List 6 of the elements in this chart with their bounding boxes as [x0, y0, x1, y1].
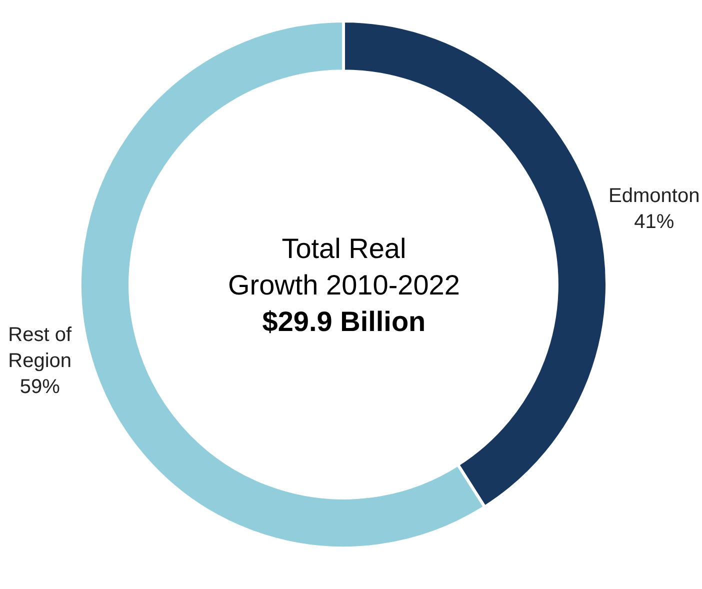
slice-label: Edmonton: [608, 185, 700, 208]
slice-label: Rest of Region: [8, 324, 72, 372]
data-label: 41%: [634, 211, 674, 234]
text: $29.9 Billion: [262, 306, 426, 337]
text: Total Real Growth 2010-2022: [228, 233, 460, 300]
data-label: 59%: [20, 376, 60, 398]
